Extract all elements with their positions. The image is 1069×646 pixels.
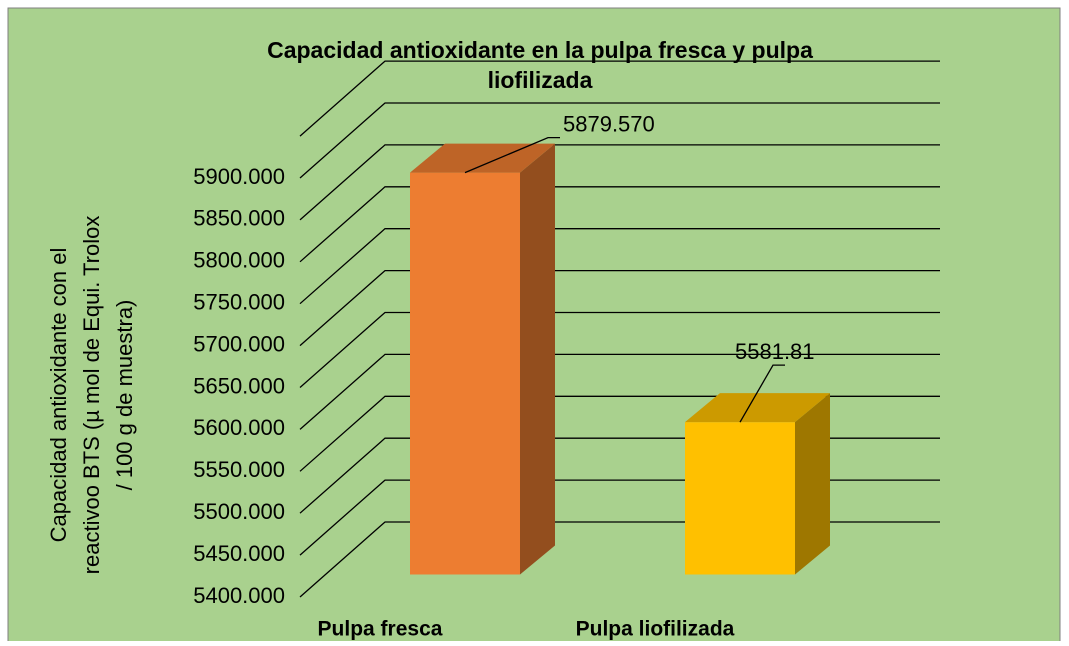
- y-tick-label: 5600.000: [193, 415, 285, 440]
- grid-line: [299, 186, 940, 263]
- grid-line: [299, 144, 940, 221]
- y-tick-label: 5900.000: [193, 164, 285, 189]
- y-axis-title: reactivoo BTS (µ mol de Equi. Trolox: [79, 216, 104, 575]
- chart-title: liofilizada: [488, 67, 593, 93]
- chart-title: Capacidad antioxidante en la pulpa fresc…: [267, 37, 813, 63]
- x-tick-label: Pulpa liofilizada: [576, 618, 735, 641]
- y-tick-label: 5450.000: [193, 541, 285, 566]
- grid-line: [299, 269, 940, 347]
- x-tick-label: Pulpa fresca: [318, 618, 443, 641]
- grid-line: [299, 102, 940, 179]
- bar: [685, 422, 795, 575]
- y-tick-label: 5500.000: [193, 499, 285, 524]
- grid-line: [299, 60, 940, 137]
- y-tick-label: 5700.000: [193, 331, 285, 356]
- bar: [410, 172, 520, 575]
- grid-line: [299, 311, 940, 388]
- bar-side: [520, 143, 555, 575]
- bar-side: [795, 393, 830, 575]
- data-label: 5879.570: [563, 111, 655, 136]
- y-axis-title: / 100 g de muestra): [112, 300, 137, 491]
- label-leader: [739, 364, 785, 423]
- grid-line: [299, 228, 940, 305]
- y-tick-label: 5750.000: [193, 290, 285, 315]
- y-axis-title: Capacidad antioxidante con el: [46, 248, 71, 543]
- y-tick-label: 5550.000: [193, 457, 285, 482]
- y-tick-label: 5400.000: [193, 583, 285, 608]
- y-tick-label: 5850.000: [193, 206, 285, 231]
- grid-line: [299, 353, 940, 430]
- data-label: 5581.81: [735, 339, 815, 364]
- y-tick-label: 5650.000: [193, 373, 285, 398]
- bar-top: [685, 393, 830, 423]
- y-tick-label: 5800.000: [193, 248, 285, 273]
- bar-top: [410, 143, 555, 173]
- label-leader: [464, 136, 560, 174]
